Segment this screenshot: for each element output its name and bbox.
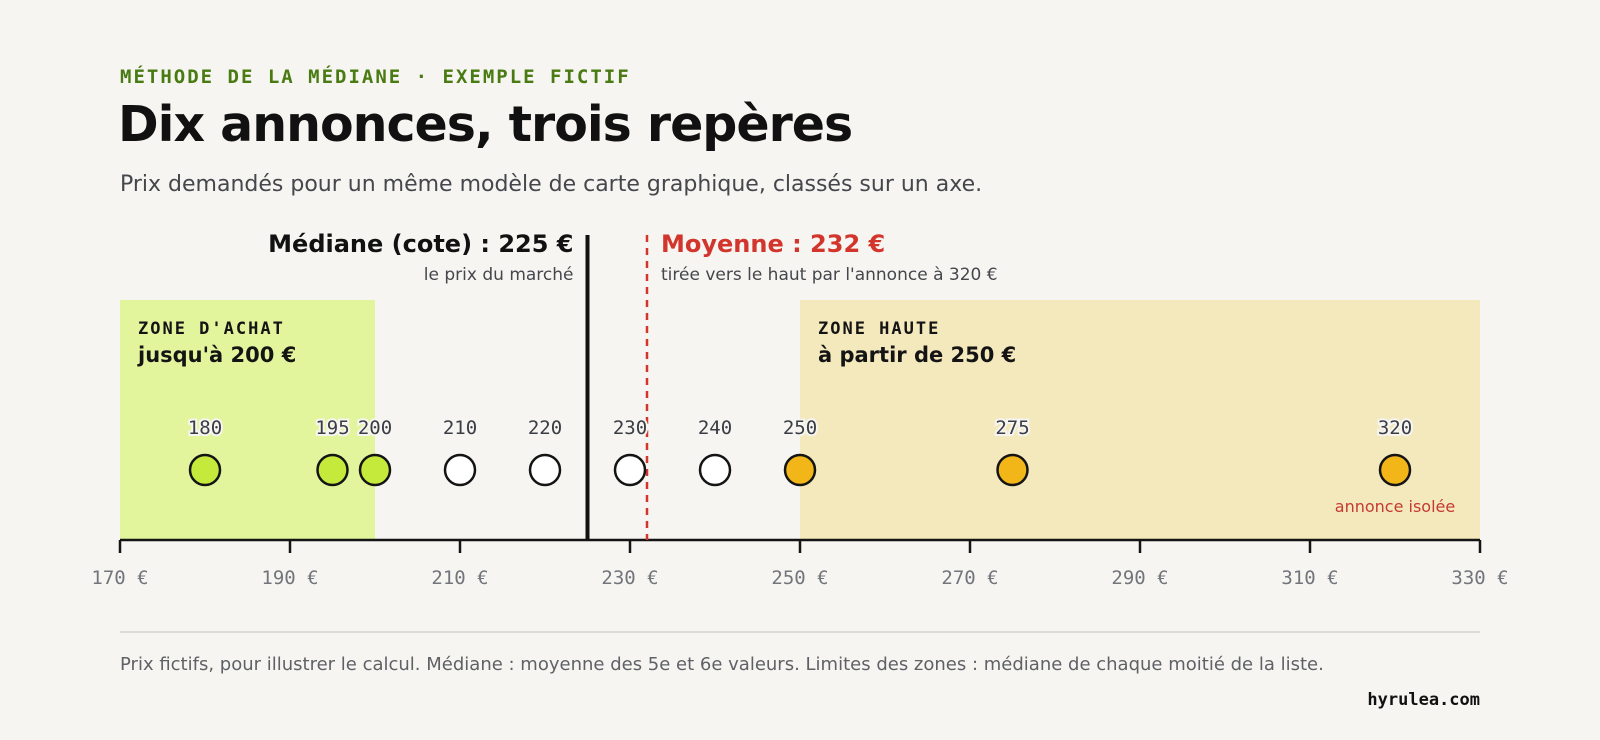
x-axis-tick-label: 210 € — [431, 567, 488, 589]
reference-sublabel-mediane: le prix du marché — [424, 265, 574, 285]
point-value-label: 220 — [528, 417, 562, 439]
price-point — [783, 453, 817, 487]
isolated-point-note: annonce isolée — [1335, 497, 1455, 516]
x-axis-tick-label: 170 € — [91, 567, 148, 589]
point-value-label: 210 — [443, 417, 477, 439]
point-value-label: 240 — [698, 417, 732, 439]
price-point — [996, 453, 1029, 487]
price-point — [316, 453, 349, 487]
page-subtitle: Prix demandés pour un même modèle de car… — [120, 172, 983, 197]
price-point — [698, 453, 732, 487]
point-value-label: 250 — [783, 417, 817, 439]
zone-achat-label: jusqu'à 200 € — [137, 343, 296, 367]
point-value-label: 320 — [1378, 417, 1412, 439]
x-axis-tick-label: 330 € — [1451, 567, 1508, 589]
point-value-label: 180 — [188, 417, 222, 439]
reference-label-moyenne: Moyenne : 232 € — [661, 230, 885, 258]
price-point — [358, 453, 392, 487]
zone-achat-kicker: ZONE D'ACHAT — [138, 319, 285, 339]
price-point — [528, 453, 562, 487]
price-point — [1378, 453, 1412, 487]
reference-label-mediane: Médiane (cote) : 225 € — [268, 230, 573, 258]
x-axis-tick-label: 250 € — [771, 567, 828, 589]
footer-note: Prix fictifs, pour illustrer le calcul. … — [120, 654, 1324, 675]
x-axis-tick-label: 190 € — [261, 567, 318, 589]
point-value-label: 275 — [995, 417, 1029, 439]
x-axis-tick-label: 290 € — [1111, 567, 1168, 589]
price-axis-chart: ZONE D'ACHAT jusqu'à 200 € ZONE HAUTE à par… — [91, 230, 1508, 589]
point-value-label: 200 — [358, 417, 392, 439]
zone-achat-band — [120, 300, 375, 540]
price-point — [443, 453, 477, 487]
footer-divider — [120, 631, 1480, 633]
zone-haute-band — [800, 300, 1480, 540]
point-value-label: 195 — [315, 417, 349, 439]
x-axis-tick-label: 310 € — [1281, 567, 1338, 589]
x-axis-tick-label: 230 € — [601, 567, 658, 589]
x-axis-tick-label: 270 € — [941, 567, 998, 589]
price-point — [188, 453, 222, 487]
eyebrow: MÉTHODE DE LA MÉDIANE · EXEMPLE FICTIF — [120, 66, 631, 88]
page-title: Dix annonces, trois repères — [118, 96, 853, 153]
point-value-label: 230 — [613, 417, 647, 439]
zone-haute-kicker: ZONE HAUTE — [818, 319, 940, 339]
price-point — [613, 453, 647, 487]
reference-sublabel-moyenne: tirée vers le haut par l'annonce à 320 € — [661, 265, 998, 285]
zone-haute-label: à partir de 250 € — [818, 343, 1016, 367]
brand-mark: hyrulea.com — [1367, 690, 1480, 710]
